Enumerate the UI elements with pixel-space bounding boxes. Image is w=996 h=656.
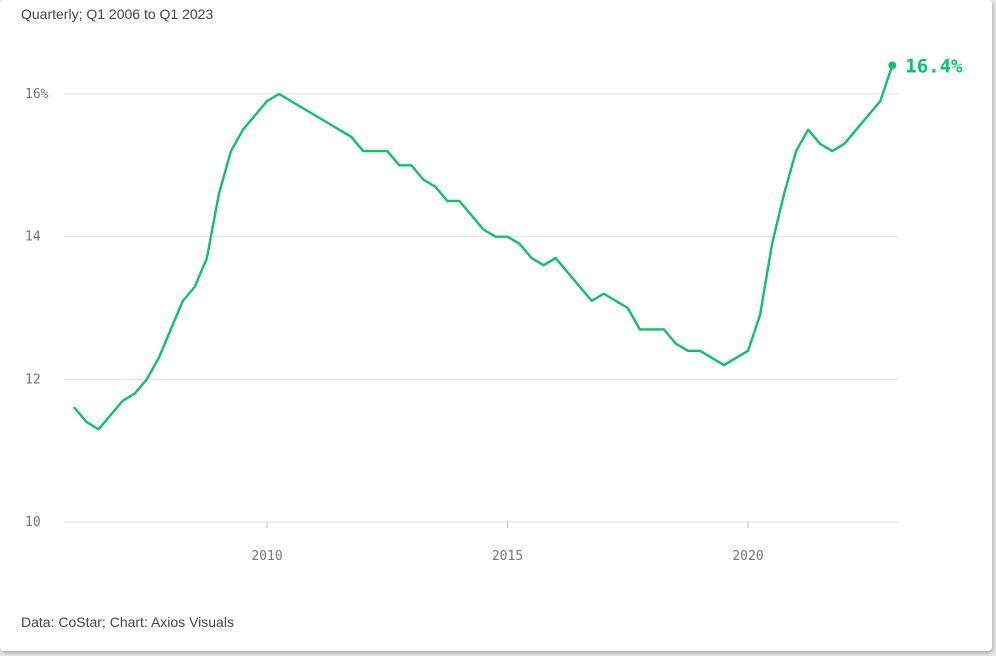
y-tick-label: 12 xyxy=(25,372,41,387)
y-tick-label: 16% xyxy=(25,87,49,102)
gridlines xyxy=(64,93,898,523)
end-value-label: 16.4% xyxy=(905,55,963,77)
x-axis: 2010 2015 2020 xyxy=(251,522,764,564)
x-tick-label: 2020 xyxy=(732,549,763,564)
series-line xyxy=(73,64,894,431)
series: 16.4% xyxy=(73,55,963,431)
y-tick-label: 10 xyxy=(25,515,41,530)
y-tick-label: 14 xyxy=(25,230,41,245)
end-point-marker xyxy=(888,61,897,70)
chart-source: Data: CoStar; Chart: Axios Visuals xyxy=(21,614,234,630)
chart-subtitle: Quarterly; Q1 2006 to Q1 2023 xyxy=(21,6,214,22)
x-tick-label: 2015 xyxy=(492,549,523,564)
y-axis: 10 12 14 16% xyxy=(25,87,49,530)
x-tick-label: 2010 xyxy=(251,549,282,564)
line-chart: 10 12 14 16% 2010 2015 2020 16.4% xyxy=(25,55,963,564)
